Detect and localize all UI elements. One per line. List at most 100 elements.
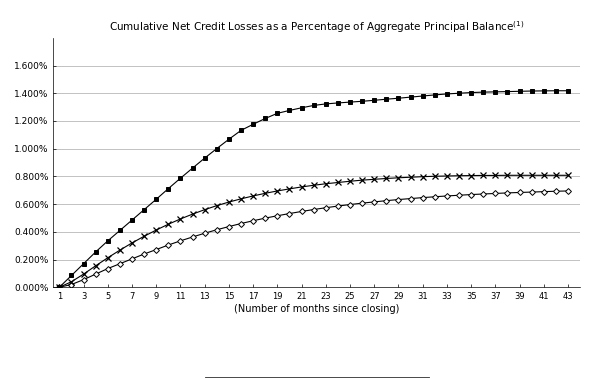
2001-A [468, 192, 475, 197]
2001-A [492, 191, 499, 196]
2001-A [552, 189, 559, 194]
2001-C [274, 111, 281, 116]
2001-C [359, 99, 366, 104]
2001-A [528, 190, 535, 194]
Line: 2001-C: 2001-C [57, 88, 571, 290]
2001-C [237, 128, 244, 133]
2001-A [104, 266, 111, 271]
2001-C [262, 116, 269, 121]
2001-C [504, 89, 511, 94]
2001-A [419, 195, 426, 200]
2001-B [419, 174, 426, 179]
2001-C [540, 88, 548, 93]
2001-C [56, 285, 63, 290]
2001-B [286, 187, 293, 191]
2001-B [153, 228, 160, 232]
2001-A [480, 192, 487, 196]
2001-A [201, 231, 208, 235]
2001-B [80, 272, 87, 276]
2001-C [565, 88, 572, 93]
2001-A [274, 214, 281, 218]
2001-B [226, 200, 233, 204]
2001-B [334, 180, 342, 185]
Line: 2001-B: 2001-B [57, 172, 571, 290]
2001-A [56, 285, 63, 290]
2001-C [250, 122, 257, 127]
2001-C [492, 90, 499, 94]
2001-C [128, 218, 136, 222]
2001-A [153, 247, 160, 252]
2001-B [92, 263, 99, 268]
2001-A [92, 272, 99, 276]
2001-B [492, 173, 499, 178]
2001-A [165, 243, 172, 247]
2001-A [68, 282, 75, 287]
2001-B [213, 203, 220, 208]
2001-C [443, 92, 451, 96]
2001-A [346, 202, 353, 207]
2001-A [334, 204, 342, 208]
2001-B [250, 194, 257, 198]
2001-A [117, 262, 124, 266]
2001-B [565, 173, 572, 178]
2001-A [177, 239, 184, 243]
2001-C [552, 88, 559, 93]
2001-A [250, 218, 257, 223]
2001-C [153, 197, 160, 201]
2001-A [359, 201, 366, 205]
2001-C [310, 103, 317, 108]
2001-B [104, 256, 111, 260]
2001-A [237, 221, 244, 226]
2001-C [80, 262, 87, 266]
2001-A [322, 206, 329, 210]
2001-C [334, 101, 342, 105]
2001-C [346, 100, 353, 104]
2001-C [431, 93, 438, 97]
2001-C [104, 239, 111, 243]
2001-B [528, 173, 535, 178]
2001-B [455, 174, 462, 178]
2001-A [80, 277, 87, 282]
2001-A [298, 209, 305, 214]
2001-A [516, 190, 523, 195]
2001-C [286, 108, 293, 113]
2001-C [165, 186, 172, 191]
X-axis label: (Number of months since closing): (Number of months since closing) [234, 304, 400, 314]
2001-A [565, 189, 572, 193]
2001-B [371, 177, 378, 181]
2001-B [516, 173, 523, 178]
2001-B [504, 173, 511, 178]
2001-A [262, 216, 269, 220]
2001-C [371, 98, 378, 102]
2001-A [431, 195, 438, 199]
2001-A [128, 257, 136, 261]
2001-B [443, 174, 451, 178]
2001-C [213, 146, 220, 151]
2001-A [504, 191, 511, 195]
2001-B [128, 241, 136, 245]
2001-B [262, 191, 269, 195]
2001-A [540, 189, 548, 194]
2001-B [201, 208, 208, 212]
2001-B [177, 217, 184, 221]
2001-C [189, 166, 196, 170]
2001-B [165, 222, 172, 226]
2001-C [419, 94, 426, 98]
2001-C [468, 90, 475, 95]
2001-A [455, 193, 462, 198]
2001-B [395, 175, 402, 180]
Title: Cumulative Net Credit Losses as a Percentage of Aggregate Principal Balance$^{(1: Cumulative Net Credit Losses as a Percen… [109, 19, 525, 35]
2001-B [310, 183, 317, 187]
2001-C [395, 96, 402, 101]
2001-B [480, 173, 487, 178]
2001-B [274, 189, 281, 193]
2001-B [359, 178, 366, 183]
2001-B [322, 181, 329, 186]
2001-C [92, 250, 99, 254]
2001-B [56, 285, 63, 290]
2001-B [407, 175, 414, 180]
2001-C [298, 105, 305, 110]
2001-A [310, 207, 317, 212]
2001-C [201, 156, 208, 160]
2001-C [516, 89, 523, 94]
